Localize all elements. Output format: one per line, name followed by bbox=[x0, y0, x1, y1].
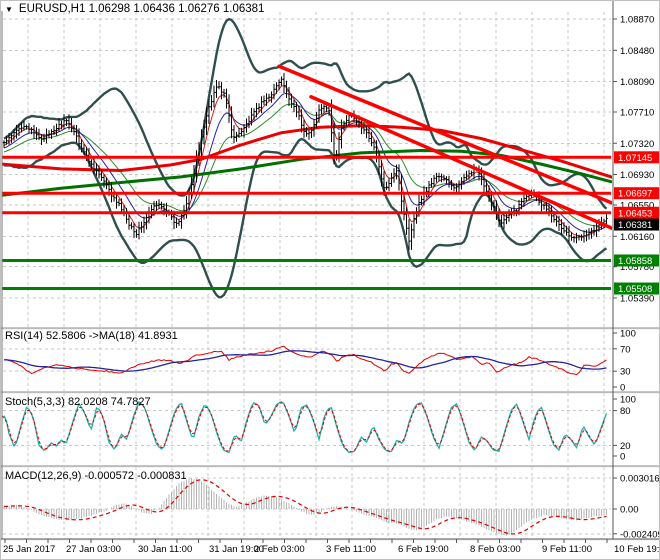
rsi-tick-label: 100 bbox=[620, 329, 636, 340]
macd-tick-label: -0.002409 bbox=[620, 529, 660, 540]
time-axis-label: 3 Feb 11:00 bbox=[326, 544, 376, 555]
stoch-d-line bbox=[2, 402, 605, 453]
resistance-badge-label: 1.07145 bbox=[618, 153, 652, 164]
rsi-indicator-label: RSI(14) 52.5806 ->MA(18) 41.8931 bbox=[5, 330, 178, 342]
price-tick-label: 1.08090 bbox=[620, 77, 654, 88]
chart-title: EURUSD,H1 1.06298 1.06436 1.06276 1.0638… bbox=[18, 3, 265, 15]
support-badge-label: 1.05858 bbox=[618, 256, 652, 267]
price-tick-label: 1.07320 bbox=[620, 139, 654, 150]
ma-thick-green-line bbox=[2, 148, 612, 197]
last-price-badge bbox=[614, 218, 659, 231]
price-tick-label: 1.07710 bbox=[620, 107, 654, 118]
bollinger-upper-band bbox=[3, 17, 608, 210]
stoch-tick-label: 100 bbox=[620, 395, 636, 406]
resistance-badge-label: 1.06453 bbox=[618, 208, 652, 219]
bollinger-lower-band bbox=[3, 137, 608, 299]
ohlc-bars bbox=[2, 72, 608, 251]
pane-1 bbox=[3, 345, 607, 376]
descending-trendline bbox=[277, 64, 612, 205]
grid bbox=[3, 12, 611, 538]
axes: 1.08870 1.08480 1.08090 1.07710 1.07320 1.069… bbox=[3, 15, 660, 555]
symbol-info-bar: ▼ EURUSD,H1 1.06298 1.06436 1.06276 1.06… bbox=[5, 2, 264, 16]
time-axis-label: 31 Jan 19:00 bbox=[209, 544, 264, 555]
stoch-tick-label: 0 bbox=[620, 452, 625, 463]
time-axis-label: 27 Jan 03:00 bbox=[66, 544, 121, 555]
pane-2 bbox=[2, 400, 608, 454]
resistance-badge bbox=[614, 187, 659, 200]
macd-indicator-label: MACD(12,26,9) -0.000572 -0.000831 bbox=[5, 470, 187, 482]
stoch-tick-label: 20 bbox=[620, 441, 631, 452]
pane-0 bbox=[2, 17, 612, 299]
last-price-badge-label: 1.06381 bbox=[618, 220, 652, 231]
price-tick-label: 1.05390 bbox=[620, 293, 654, 304]
time-axis-label: 25 Jan 2017 bbox=[3, 544, 55, 555]
price-tick-label: 1.08870 bbox=[620, 15, 654, 26]
rsi-ma-line bbox=[3, 350, 607, 372]
price-tick-label: 1.08480 bbox=[620, 46, 654, 57]
stoch-tick-label: 80 bbox=[620, 406, 631, 417]
ema-slow-line bbox=[3, 103, 607, 227]
support-badge-label: 1.05508 bbox=[618, 284, 652, 295]
rsi-tick-label: 0 bbox=[620, 383, 625, 394]
time-axis-label: 2 Feb 03:00 bbox=[254, 544, 305, 555]
rsi-tick-label: 70 bbox=[620, 344, 631, 355]
time-axis-label: 6 Feb 19:00 bbox=[398, 544, 449, 555]
support-badge bbox=[614, 254, 659, 267]
price-tick-label: 1.06930 bbox=[620, 170, 654, 181]
stoch-indicator-label: Stoch(5,3,3) 82.0208 74.7827 bbox=[5, 396, 151, 408]
resistance-badge-label: 1.06697 bbox=[618, 189, 652, 200]
macd-tick-label: 0.00 bbox=[620, 505, 639, 516]
time-axis-label: 30 Jan 11:00 bbox=[138, 544, 192, 555]
macd-histogram bbox=[3, 478, 607, 536]
time-axis-label: 8 Feb 03:00 bbox=[470, 544, 521, 555]
descending-trendline bbox=[309, 95, 612, 231]
frame bbox=[1, 1, 659, 543]
price-tick-label: 1.06160 bbox=[620, 232, 654, 243]
time-axis-label: 10 Feb 19:00 bbox=[614, 544, 660, 555]
macd-tick-label: 0.003016 bbox=[620, 473, 660, 484]
ema-medium-line bbox=[3, 92, 607, 233]
price-tick-label: 1.05780 bbox=[620, 262, 654, 273]
chevron-down-icon: ▼ bbox=[5, 4, 13, 14]
stoch-k-line bbox=[3, 400, 608, 454]
time-axis-label: 9 Feb 11:00 bbox=[542, 544, 592, 555]
resistance-badge bbox=[614, 206, 659, 219]
rsi-line bbox=[3, 345, 607, 376]
support-badge bbox=[614, 282, 659, 295]
price-tick-label: 1.06550 bbox=[620, 200, 654, 211]
resistance-badge bbox=[614, 151, 659, 164]
macd-signal-line bbox=[3, 479, 607, 535]
rsi-tick-label: 30 bbox=[620, 367, 631, 378]
pane-3 bbox=[3, 478, 607, 536]
